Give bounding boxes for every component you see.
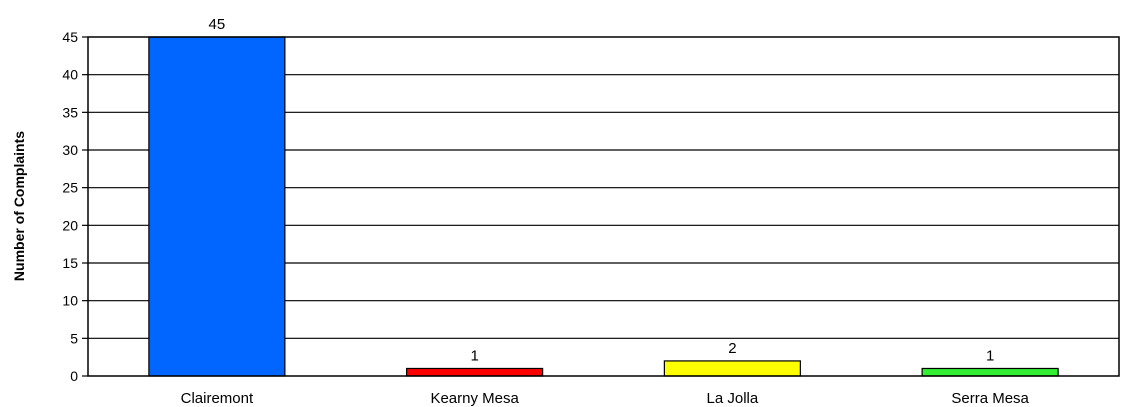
y-tick-label: 30 bbox=[62, 142, 78, 158]
bar-value-label: 2 bbox=[728, 340, 736, 357]
y-tick-label: 25 bbox=[62, 180, 78, 196]
x-category-label: Clairemont bbox=[181, 390, 254, 407]
bar-serra-mesa bbox=[921, 367, 1059, 377]
plot-area-frame bbox=[87, 36, 1120, 377]
x-category-label: Serra Mesa bbox=[951, 390, 1029, 407]
bars bbox=[148, 36, 1059, 377]
bar-value-label: 1 bbox=[470, 347, 478, 364]
bar-value-label: 1 bbox=[986, 347, 994, 364]
y-axis-ticks: 0 5 10 15 20 25 30 35 40 45 bbox=[62, 29, 88, 384]
y-tick-label: 10 bbox=[62, 293, 78, 309]
y-tick-label: 20 bbox=[62, 217, 78, 233]
y-tick-label: 0 bbox=[70, 368, 78, 384]
x-axis-categories: Clairemont Kearny Mesa La Jolla Serra Mesa bbox=[181, 390, 1030, 407]
data-labels: 45 1 2 1 bbox=[209, 16, 995, 364]
y-axis-title: Number of Complaints bbox=[11, 131, 27, 281]
y-tick-label: 5 bbox=[70, 330, 78, 346]
y-tick-label: 40 bbox=[62, 67, 78, 83]
y-tick-label: 45 bbox=[62, 29, 78, 45]
bar-clairemont bbox=[148, 36, 286, 377]
bar-value-label: 45 bbox=[209, 16, 226, 33]
x-category-label: Kearny Mesa bbox=[430, 390, 519, 407]
bar-kearny-mesa bbox=[406, 367, 544, 377]
bar-la-jolla bbox=[663, 360, 801, 377]
y-tick-label: 35 bbox=[62, 104, 78, 120]
y-tick-label: 15 bbox=[62, 255, 78, 271]
x-category-label: La Jolla bbox=[707, 390, 759, 407]
